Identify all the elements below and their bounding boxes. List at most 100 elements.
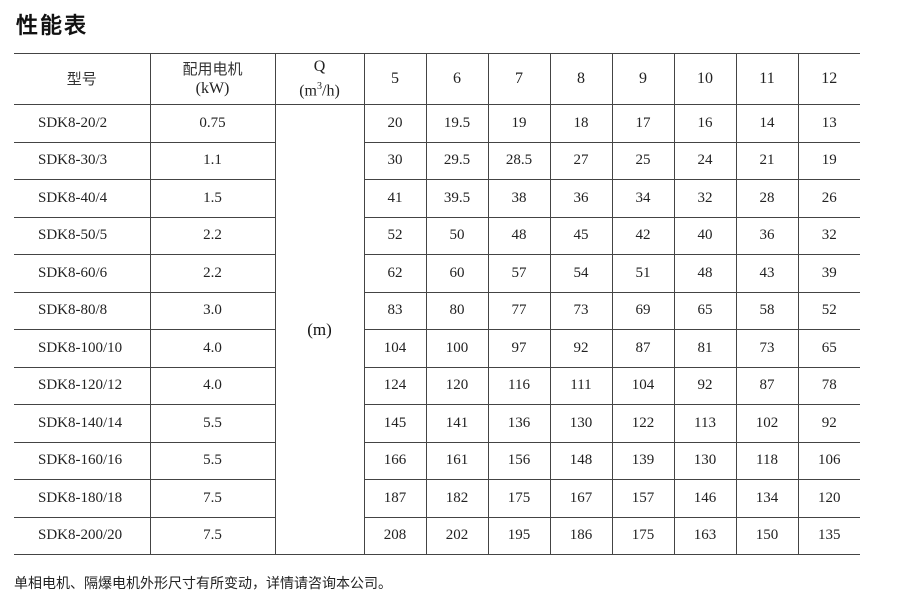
head-value-cell: 102: [735, 404, 799, 443]
model-cell: SDK8-120/12: [14, 366, 151, 405]
head-value-cell: 45: [549, 216, 613, 255]
head-value-cell: 65: [797, 329, 860, 368]
head-value-cell: 58: [735, 291, 799, 330]
head-value-cell: 135: [797, 516, 860, 555]
table-row: SDK8-40/4 1.5 41 39.5 38 36 34 32 28 26: [14, 179, 860, 218]
head-value-cell: 54: [549, 254, 613, 293]
head-value-cell: 106: [797, 441, 860, 480]
head-value-cell: 120: [425, 366, 489, 405]
head-value-cell: 36: [549, 179, 613, 218]
head-value-cell: 38: [487, 179, 551, 218]
head-value-cell: 62: [363, 254, 427, 293]
head-value-cell: 16: [673, 104, 737, 143]
head-value-cell: 136: [487, 404, 551, 443]
head-value-cell: 19: [487, 104, 551, 143]
model-cell: SDK8-80/8: [14, 291, 151, 330]
power-cell: 4.0: [149, 329, 276, 368]
footnote: 单相电机、隔爆电机外形尺寸有所变动，详情请咨询本公司。: [14, 576, 392, 592]
header-row: 型号 配用电机 (kW) Q (m3/h) 5 6 7 8 9 10 11 12: [14, 53, 860, 105]
table-row: SDK8-20/2 0.75 (m) 20 19.5 19 18 17 16 14 13: [14, 104, 860, 555]
head-value-cell: 202: [425, 516, 489, 555]
model-cell: SDK8-140/14: [14, 404, 151, 443]
header-motor: 配用电机 (kW): [149, 53, 276, 105]
head-value-cell: 208: [363, 516, 427, 555]
head-value-cell: 118: [735, 441, 799, 480]
head-value-cell: 36: [735, 216, 799, 255]
model-cell: SDK8-160/16: [14, 441, 151, 480]
flow-unit-prefix: (m: [299, 82, 317, 100]
head-value-cell: 26: [797, 179, 860, 218]
table-row: SDK8-80/8 3.0 83 80 77 73 69 65 58 52: [14, 291, 860, 330]
table-row: SDK8-160/16 5.5 166 161 156 148 139 130 118 106: [14, 441, 860, 480]
model-cell: SDK8-200/20: [14, 516, 151, 555]
head-value-cell: 73: [549, 291, 613, 330]
flow-unit-exponent: 3: [317, 80, 322, 92]
head-value-cell: 92: [549, 329, 613, 368]
head-value-cell: 187: [363, 479, 427, 518]
head-value-cell: 139: [611, 441, 675, 480]
head-value-cell: 19.5: [425, 104, 489, 143]
head-value-cell: 175: [611, 516, 675, 555]
power-cell: 4.0: [149, 366, 276, 405]
table-row: SDK8-120/12 4.0 124 120 116 111 104 92 87 78: [14, 366, 860, 405]
head-value-cell: 43: [735, 254, 799, 293]
head-value-cell: 65: [673, 291, 737, 330]
head-value-cell: 141: [425, 404, 489, 443]
head-value-cell: 21: [735, 141, 799, 180]
head-value-cell: 14: [735, 104, 799, 143]
head-value-cell: 157: [611, 479, 675, 518]
table-row: SDK8-50/5 2.2 52 50 48 45 42 40 36 32: [14, 216, 860, 255]
power-cell: 5.5: [149, 404, 276, 443]
head-value-cell: 73: [735, 329, 799, 368]
head-value-cell: 48: [487, 216, 551, 255]
head-value-cell: 30: [363, 141, 427, 180]
flow-unit-suffix: /h): [322, 82, 340, 100]
head-value-cell: 52: [797, 291, 860, 330]
header-flow-value: 11: [735, 53, 799, 105]
head-value-cell: 134: [735, 479, 799, 518]
power-cell: 7.5: [149, 479, 276, 518]
head-value-cell: 150: [735, 516, 799, 555]
model-cell: SDK8-60/6: [14, 254, 151, 293]
model-cell: SDK8-180/18: [14, 479, 151, 518]
head-value-cell: 130: [549, 404, 613, 443]
head-value-cell: 87: [735, 366, 799, 405]
head-value-cell: 51: [611, 254, 675, 293]
head-value-cell: 17: [611, 104, 675, 143]
head-value-cell: 25: [611, 141, 675, 180]
power-cell: 1.1: [149, 141, 276, 180]
head-value-cell: 175: [487, 479, 551, 518]
power-cell: 1.5: [149, 179, 276, 218]
power-cell: 3.0: [149, 291, 276, 330]
head-value-cell: 81: [673, 329, 737, 368]
head-value-cell: 124: [363, 366, 427, 405]
head-unit: (m): [307, 319, 332, 339]
head-value-cell: 24: [673, 141, 737, 180]
header-model: 型号: [14, 53, 151, 105]
head-value-cell: 130: [673, 441, 737, 480]
head-value-cell: 50: [425, 216, 489, 255]
head-value-cell: 57: [487, 254, 551, 293]
head-value-cell: 104: [363, 329, 427, 368]
head-value-cell: 69: [611, 291, 675, 330]
header-flow-value: 8: [549, 53, 613, 105]
head-value-cell: 92: [797, 404, 860, 443]
head-value-cell: 163: [673, 516, 737, 555]
head-value-cell: 146: [673, 479, 737, 518]
head-value-cell: 186: [549, 516, 613, 555]
header-motor-unit: (kW): [195, 80, 230, 97]
header-flow: Q (m3/h): [274, 53, 365, 105]
head-value-cell: 28.5: [487, 141, 551, 180]
head-value-cell: 111: [549, 366, 613, 405]
head-value-cell: 167: [549, 479, 613, 518]
head-value-cell: 145: [363, 404, 427, 443]
head-value-cell: 32: [797, 216, 860, 255]
head-value-cell: 92: [673, 366, 737, 405]
header-flow-value: 9: [611, 53, 675, 105]
head-value-cell: 60: [425, 254, 489, 293]
header-flow-value: 12: [797, 53, 860, 105]
head-value-cell: 77: [487, 291, 551, 330]
header-flow-value: 5: [363, 53, 427, 105]
head-value-cell: 34: [611, 179, 675, 218]
head-value-cell: 97: [487, 329, 551, 368]
